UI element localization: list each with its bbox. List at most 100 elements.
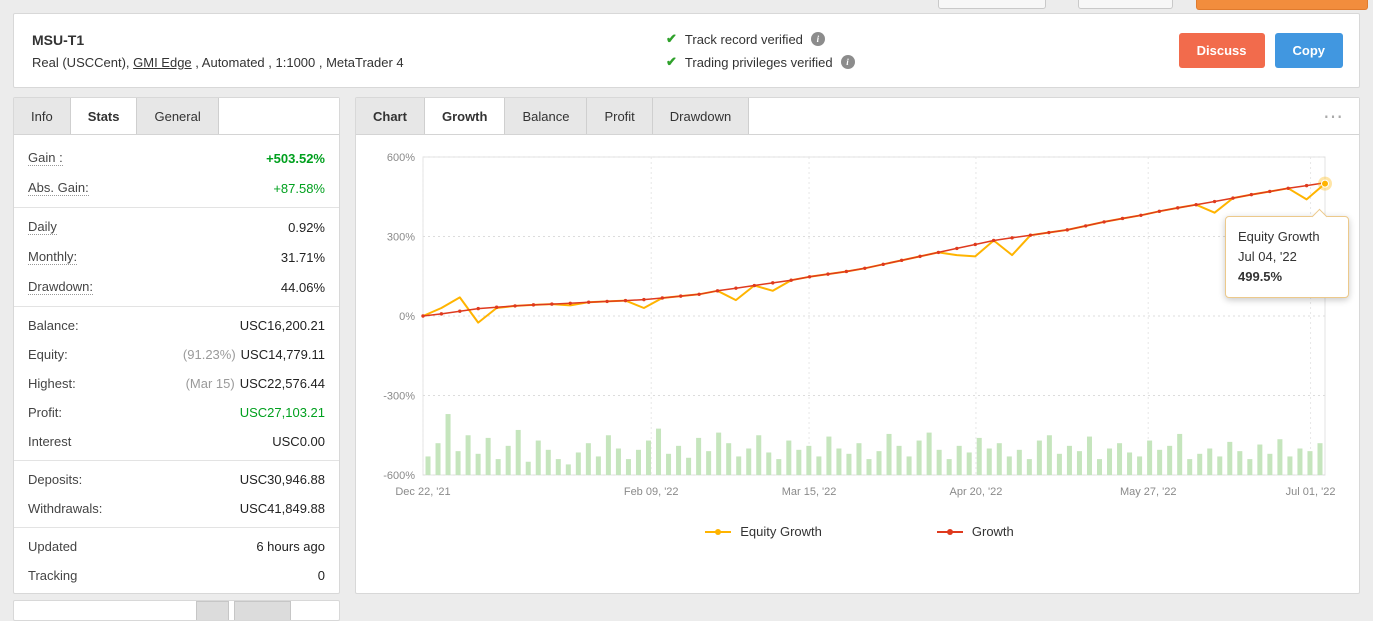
stat-label: Highest:: [28, 376, 76, 391]
tab-general[interactable]: General: [137, 98, 219, 134]
stat-value: +503.52%: [266, 150, 325, 166]
stat-value: +87.58%: [273, 180, 325, 196]
svg-text:0%: 0%: [399, 311, 415, 323]
stat-row-daily: Daily 0.92%: [14, 212, 339, 242]
stat-row-interest: Interest USC0.00: [14, 427, 339, 456]
legend-marker-icon: [705, 528, 732, 535]
stat-value: USC30,946.88: [239, 472, 325, 487]
stat-row-highest: Highest: (Mar 15) USC22,576.44: [14, 369, 339, 398]
stat-value: 0.92%: [288, 219, 325, 235]
stat-label: Balance:: [28, 318, 79, 333]
stat-row-monthly: Monthly: 31.71%: [14, 242, 339, 272]
stat-label: Interest: [28, 434, 72, 449]
partial-bottom-tab-2[interactable]: [234, 601, 291, 620]
stat-value: 31.71%: [280, 249, 325, 265]
stat-row-updated: Updated 6 hours ago: [14, 532, 339, 561]
tooltip-series: Equity Growth: [1238, 229, 1320, 244]
stat-label: Daily: [28, 219, 57, 235]
account-title-block: MSU-T1 Real (USCCent), GMI Edge , Automa…: [14, 32, 666, 70]
stat-label: Tracking: [28, 568, 78, 583]
stat-group: Deposits: USC30,946.88 Withdrawals: USC41,8…: [14, 461, 339, 528]
partial-top-button-cta[interactable]: [1196, 0, 1368, 10]
chart-tab-drawdown[interactable]: Drawdown: [652, 98, 750, 134]
stats-rows: Gain : +503.52% Abs. Gain: +87.58% Daily 0.92…: [14, 135, 339, 594]
verified-block: ✔ Track record verified i ✔ Trading priv…: [666, 31, 1179, 70]
stats-panel: Info Stats General Gain : +503.52% Abs. Gain…: [13, 97, 340, 594]
account-header: MSU-T1 Real (USCCent), GMI Edge , Automa…: [13, 13, 1360, 88]
stat-value: (Mar 15) USC22,576.44: [185, 376, 325, 391]
stat-row-tracking: Tracking 0: [14, 561, 339, 590]
account-title: MSU-T1: [32, 31, 85, 48]
more-options-icon[interactable]: ⋯: [1323, 106, 1345, 128]
partial-top-button-2[interactable]: [1078, 0, 1173, 9]
tab-stats[interactable]: Stats: [70, 98, 138, 134]
chart-tab-balance[interactable]: Balance: [505, 98, 588, 134]
stat-label: Deposits:: [28, 472, 83, 487]
stat-label: Monthly:: [28, 249, 78, 265]
legend-item-equity-growth[interactable]: Equity Growth: [705, 524, 822, 539]
tab-info[interactable]: Info: [14, 98, 71, 134]
chart-tab-chart: Chart: [356, 98, 425, 134]
partial-bottom-tab-1[interactable]: [196, 601, 229, 620]
chart-panel: Chart Growth Balance Profit Drawdown ⋯ 600% 3…: [355, 97, 1360, 594]
chart-tabs: Chart Growth Balance Profit Drawdown: [356, 98, 750, 134]
stat-row-balance: Balance: USC16,200.21: [14, 311, 339, 340]
svg-text:300%: 300%: [387, 232, 415, 244]
account-subtitle: Real (USCCent), GMI Edge , Automated , 1…: [32, 55, 666, 70]
stat-row-deposits: Deposits: USC30,946.88: [14, 465, 339, 494]
svg-text:Mar 15, '22: Mar 15, '22: [782, 486, 837, 498]
stat-value: (91.23%) USC14,779.11: [182, 347, 325, 362]
legend-label: Growth: [971, 524, 1014, 539]
svg-text:600%: 600%: [387, 152, 415, 164]
svg-text:Feb 09, '22: Feb 09, '22: [624, 486, 679, 498]
stat-value-prefix: (Mar 15): [185, 376, 235, 391]
stat-group: Updated 6 hours ago Tracking 0: [14, 528, 339, 594]
stat-row-withdrawals: Withdrawals: USC41,849.88: [14, 494, 339, 523]
legend-label: Equity Growth: [740, 524, 822, 539]
stat-group: Gain : +503.52% Abs. Gain: +87.58%: [14, 139, 339, 208]
discuss-button[interactable]: Discuss: [1178, 33, 1265, 68]
tooltip-value: 499.5%: [1238, 269, 1283, 285]
tooltip-date: Jul 04, '22: [1238, 249, 1297, 265]
stat-group: Daily 0.92% Monthly: 31.71% Drawdown: 44.06%: [14, 208, 339, 307]
chart-tab-growth[interactable]: Growth: [424, 98, 506, 134]
chart-tab-profit[interactable]: Profit: [587, 98, 653, 134]
stat-value: 6 hours ago: [256, 539, 325, 554]
stat-label: Equity:: [28, 347, 68, 362]
broker-link[interactable]: GMI Edge: [133, 54, 192, 70]
stat-group: Balance: USC16,200.21 Equity: (91.23%) USC14…: [14, 307, 339, 461]
svg-text:Apr 20, '22: Apr 20, '22: [949, 486, 1002, 498]
info-icon[interactable]: i: [840, 55, 855, 69]
legend-item-growth[interactable]: Growth: [936, 524, 1014, 539]
stat-value: USC16,200.21: [239, 318, 325, 333]
partial-bottom-widget: [13, 600, 340, 621]
stats-panel-tabs: Info Stats General: [14, 98, 339, 135]
svg-text:-300%: -300%: [383, 391, 415, 403]
check-icon: ✔: [666, 54, 677, 69]
info-icon[interactable]: i: [810, 32, 825, 46]
subtitle-post: , Automated , 1:1000 , MetaTrader 4: [191, 54, 404, 70]
stat-label: Updated: [28, 539, 78, 554]
stat-row-gain: Gain : +503.52%: [14, 143, 339, 173]
track-record-verified-row: ✔ Track record verified i: [666, 31, 1179, 47]
stat-row-abs-gain: Abs. Gain: +87.58%: [14, 173, 339, 203]
svg-text:May 27, '22: May 27, '22: [1120, 486, 1177, 498]
check-icon: ✔: [666, 31, 677, 46]
track-record-verified-label: Track record verified: [684, 31, 803, 47]
stat-label: Profit:: [28, 405, 62, 420]
stat-label: Withdrawals:: [28, 501, 103, 516]
stat-row-profit: Profit: USC27,103.21: [14, 398, 339, 427]
stat-label: Abs. Gain:: [28, 180, 89, 196]
stat-value-prefix: (91.23%): [182, 347, 236, 362]
subtitle-pre: Real (USCCent),: [32, 54, 134, 70]
copy-button[interactable]: Copy: [1274, 33, 1343, 68]
stat-row-drawdown: Drawdown: 44.06%: [14, 272, 339, 302]
partial-top-button-1[interactable]: [938, 0, 1046, 9]
chart-panel-tabbar: Chart Growth Balance Profit Drawdown ⋯: [356, 98, 1359, 135]
growth-chart[interactable]: 600% 300% 0% -300% -600% Dec 22, '21 Feb 09, '…: [368, 143, 1343, 515]
chart-legend: Equity Growth Growth: [368, 524, 1351, 539]
stat-value: USC41,849.88: [239, 501, 325, 516]
stat-value: 0: [317, 568, 325, 583]
svg-text:Dec 22, '21: Dec 22, '21: [395, 486, 450, 498]
growth-chart-area: 600% 300% 0% -300% -600% Dec 22, '21 Feb 09, '…: [356, 135, 1359, 539]
